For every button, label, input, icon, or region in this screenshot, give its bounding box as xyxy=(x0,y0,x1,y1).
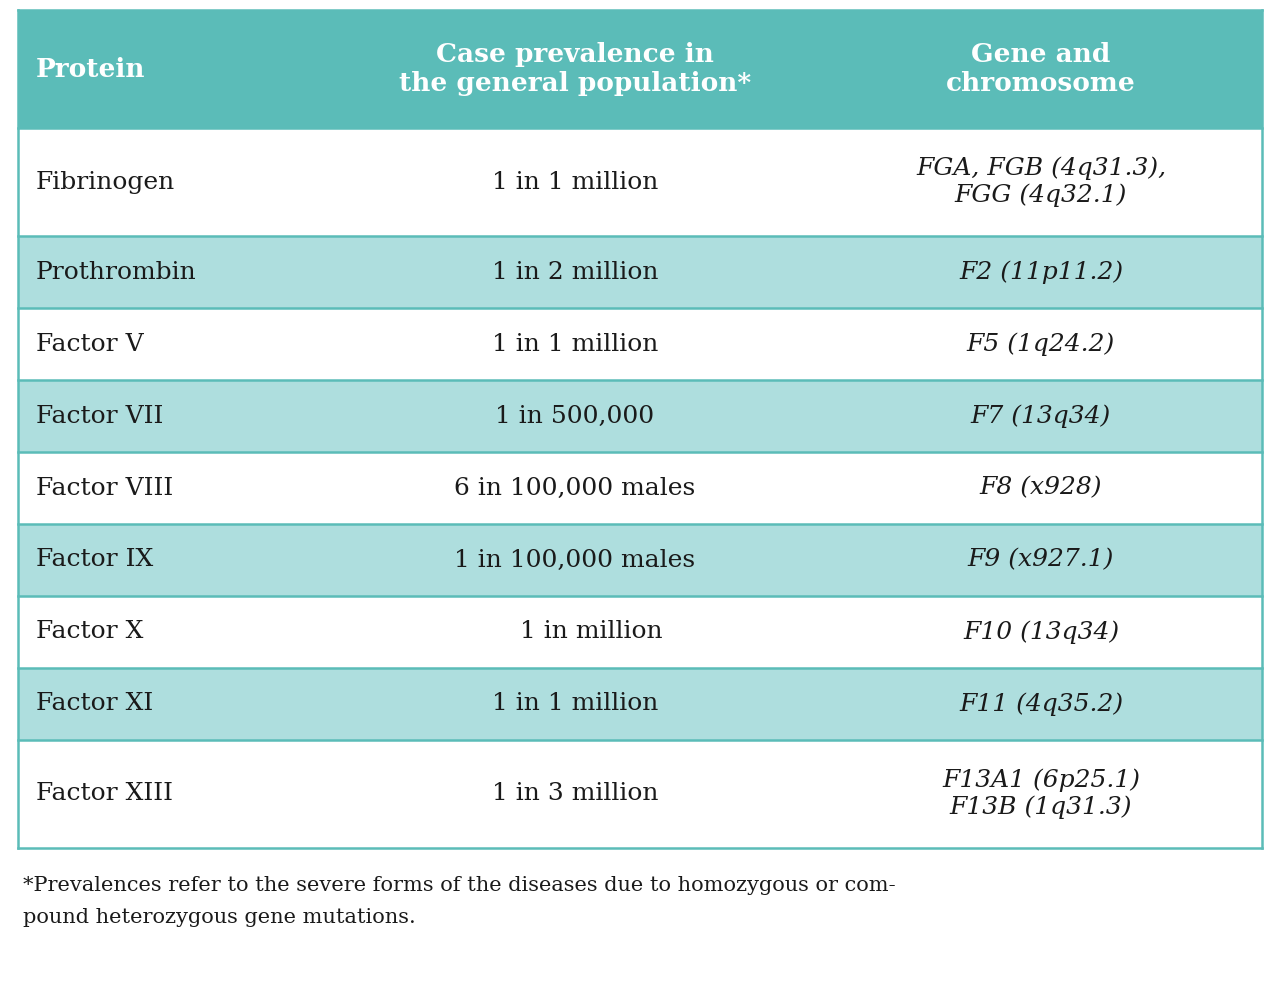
Text: F7 (13q34): F7 (13q34) xyxy=(970,405,1111,428)
Text: F13A1 (6p25.1)
F13B (1q31.3): F13A1 (6p25.1) F13B (1q31.3) xyxy=(942,769,1140,819)
Text: Factor XI: Factor XI xyxy=(36,692,154,716)
Text: 1 in 100,000 males: 1 in 100,000 males xyxy=(454,549,695,572)
Text: Prothrombin: Prothrombin xyxy=(36,260,197,284)
Text: F2 (11p11.2): F2 (11p11.2) xyxy=(959,260,1123,284)
Text: 1 in 500,000: 1 in 500,000 xyxy=(495,405,654,427)
Text: 1 in 3 million: 1 in 3 million xyxy=(492,783,658,805)
Text: Factor X: Factor X xyxy=(36,621,143,643)
Text: Factor IX: Factor IX xyxy=(36,549,154,572)
Text: Gene and
chromosome: Gene and chromosome xyxy=(946,42,1135,96)
Text: 1 in 2 million: 1 in 2 million xyxy=(492,260,658,284)
Text: Factor XIII: Factor XIII xyxy=(36,783,173,805)
Text: Fibrinogen: Fibrinogen xyxy=(36,171,175,193)
Polygon shape xyxy=(18,128,1262,236)
Text: *Prevalences refer to the severe forms of the diseases due to homozygous or com-: *Prevalences refer to the severe forms o… xyxy=(23,876,896,895)
Text: F11 (4q35.2): F11 (4q35.2) xyxy=(959,692,1123,716)
Text: F9 (x927.1): F9 (x927.1) xyxy=(968,549,1114,572)
Polygon shape xyxy=(18,308,1262,380)
Text: Factor V: Factor V xyxy=(36,333,143,355)
Text: 1 in million: 1 in million xyxy=(488,621,662,643)
Text: 1 in 1 million: 1 in 1 million xyxy=(492,692,658,716)
Polygon shape xyxy=(18,740,1262,848)
Text: Case prevalence in
the general population*: Case prevalence in the general populatio… xyxy=(399,42,751,96)
Text: F8 (x928): F8 (x928) xyxy=(979,476,1102,500)
Text: 6 in 100,000 males: 6 in 100,000 males xyxy=(454,476,695,500)
Text: F10 (13q34): F10 (13q34) xyxy=(963,621,1119,644)
Polygon shape xyxy=(18,380,1262,452)
Text: FGA, FGB (4q31.3),
FGG (4q32.1): FGA, FGB (4q31.3), FGG (4q32.1) xyxy=(916,156,1166,207)
Text: pound heterozygous gene mutations.: pound heterozygous gene mutations. xyxy=(23,908,416,927)
Text: 1 in 1 million: 1 in 1 million xyxy=(492,171,658,193)
Polygon shape xyxy=(18,668,1262,740)
Text: Factor VII: Factor VII xyxy=(36,405,164,427)
Polygon shape xyxy=(18,524,1262,596)
Text: Protein: Protein xyxy=(36,57,146,82)
Text: F5 (1q24.2): F5 (1q24.2) xyxy=(966,332,1115,355)
Polygon shape xyxy=(18,10,1262,128)
Polygon shape xyxy=(18,596,1262,668)
Text: Factor VIII: Factor VIII xyxy=(36,476,173,500)
Polygon shape xyxy=(18,236,1262,308)
Polygon shape xyxy=(18,452,1262,524)
Text: 1 in 1 million: 1 in 1 million xyxy=(492,333,658,355)
